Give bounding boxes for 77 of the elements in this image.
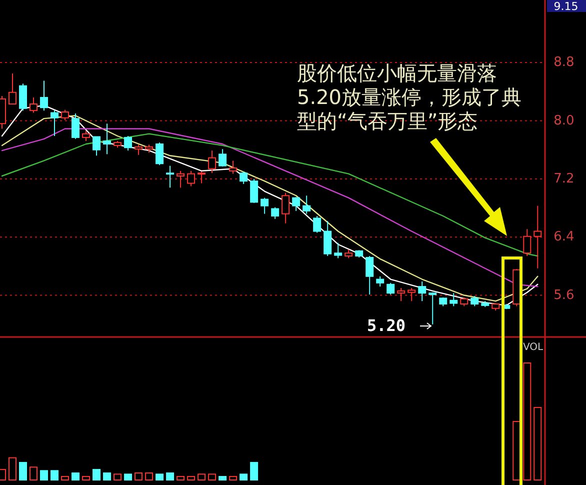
y-tick-label: 5.6 [554,288,574,303]
bar [124,474,132,480]
bar [250,462,258,480]
bar [176,476,185,480]
bar [198,474,206,480]
bar [187,476,196,480]
bar [229,476,238,480]
y-tick-label: 8.8 [554,55,574,70]
candlestick [176,170,185,188]
candlestick [30,96,38,114]
candlestick [166,165,174,188]
candlestick [8,72,17,104]
candlestick [428,292,437,325]
candlestick [334,242,342,259]
candlestick [313,216,322,234]
candlestick [61,109,70,120]
candlestick [124,136,132,152]
text: VOL [522,342,544,353]
candlestick [366,256,374,296]
candlestick [302,195,311,214]
bar [92,468,101,480]
bar [145,472,154,480]
y-tick-label: 7.2 [554,171,574,186]
bar [156,474,164,480]
bar [8,457,17,480]
bar [134,472,143,480]
annotation: 股价低位小幅无量滑落5.20放量涨停，形成了典型的“气吞万里”形态 [297,61,522,133]
bar [61,476,70,480]
candlestick [282,192,290,224]
candlestick [50,110,59,136]
candlestick [376,276,384,288]
candlestick [260,197,269,214]
candlestick [292,196,300,212]
candlestick [418,280,426,302]
bar [166,472,174,480]
candlestick [218,148,227,168]
bar [240,474,248,480]
candlestick [271,206,280,220]
candlestick [324,220,332,256]
candlestick [198,171,206,184]
bar [103,472,112,480]
candlestick [534,205,542,269]
y-tick-label: 8.0 [554,113,574,128]
candlestick [187,170,196,187]
text: 9.15 [554,0,578,13]
bar [40,470,48,480]
candlestick [82,130,90,142]
candlestick [240,171,248,184]
y-tick-label: 6.4 [554,230,574,245]
annotation: 5.20 [367,316,406,335]
bar [82,476,90,480]
candlestick [450,292,458,307]
bar [50,470,59,480]
bar [218,476,227,480]
candlestick [103,123,112,155]
candlestick [408,288,416,302]
candlestick [72,112,80,140]
bar [534,406,542,480]
bar [523,362,532,480]
candlestick [250,178,258,204]
candlestick [523,228,532,256]
candlestick [470,296,479,307]
candlestick [386,282,395,296]
candlestick [229,160,238,174]
candlestick [92,136,101,156]
candlestick [19,83,28,112]
bar [114,474,122,480]
bar [30,466,38,480]
line-series [1,133,538,257]
candlestick [397,288,406,302]
candlestick [40,80,48,112]
bar [208,474,216,480]
bar [19,462,28,480]
candlestick [134,144,143,156]
candlestick [156,142,164,166]
candlestick [208,150,216,174]
bar [72,472,80,480]
